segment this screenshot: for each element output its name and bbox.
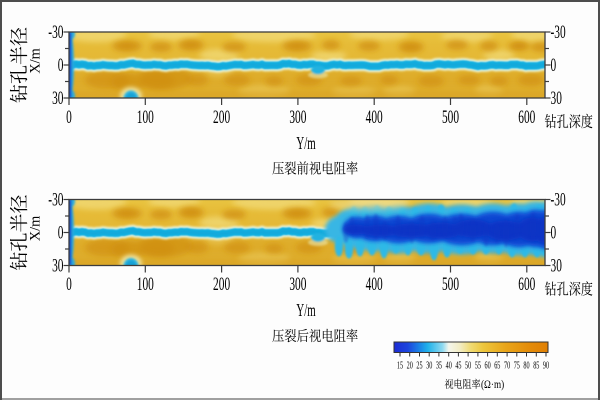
svg-text:0: 0 <box>551 55 557 76</box>
svg-text:45: 45 <box>455 360 461 371</box>
svg-text:100: 100 <box>137 274 154 295</box>
svg-text:30: 30 <box>52 256 64 277</box>
svg-text:300: 300 <box>289 107 306 128</box>
svg-text:35: 35 <box>436 360 442 371</box>
svg-text:75: 75 <box>514 360 520 371</box>
svg-text:X/m: X/m <box>27 215 43 241</box>
svg-text:0: 0 <box>58 223 64 244</box>
svg-text:65: 65 <box>494 360 500 371</box>
svg-text:30: 30 <box>426 360 432 371</box>
svg-text:90: 90 <box>543 360 549 371</box>
svg-text:X/m: X/m <box>27 48 43 74</box>
svg-text:-30: -30 <box>551 190 566 211</box>
svg-text:(Ω·m): (Ω·m) <box>481 379 505 391</box>
svg-text:500: 500 <box>442 274 459 295</box>
svg-text:100: 100 <box>137 107 154 128</box>
svg-text:0: 0 <box>551 223 557 244</box>
svg-text:0: 0 <box>66 107 72 128</box>
svg-text:70: 70 <box>504 360 510 371</box>
svg-text:30: 30 <box>551 256 563 277</box>
svg-text:25: 25 <box>416 360 422 371</box>
svg-text:Y/m: Y/m <box>296 135 316 154</box>
svg-text:80: 80 <box>523 360 529 371</box>
svg-text:200: 200 <box>213 107 230 128</box>
svg-text:500: 500 <box>442 107 459 128</box>
svg-text:30: 30 <box>551 88 563 109</box>
svg-text:0: 0 <box>66 274 72 295</box>
svg-text:15: 15 <box>397 360 403 371</box>
svg-text:-30: -30 <box>48 190 63 211</box>
svg-text:600: 600 <box>518 107 535 128</box>
svg-text:0: 0 <box>58 55 64 76</box>
svg-text:-30: -30 <box>48 22 63 43</box>
svg-text:55: 55 <box>475 360 481 371</box>
svg-text:50: 50 <box>465 360 471 371</box>
svg-text:40: 40 <box>446 360 452 371</box>
svg-text:60: 60 <box>485 360 491 371</box>
svg-text:Y/m: Y/m <box>296 302 316 321</box>
svg-text:30: 30 <box>52 88 64 109</box>
svg-text:200: 200 <box>213 274 230 295</box>
svg-text:400: 400 <box>366 107 383 128</box>
svg-text:20: 20 <box>407 360 413 371</box>
svg-text:300: 300 <box>289 274 306 295</box>
svg-text:85: 85 <box>533 360 539 371</box>
svg-text:400: 400 <box>366 274 383 295</box>
svg-text:600: 600 <box>518 274 535 295</box>
svg-text:-30: -30 <box>551 22 566 43</box>
